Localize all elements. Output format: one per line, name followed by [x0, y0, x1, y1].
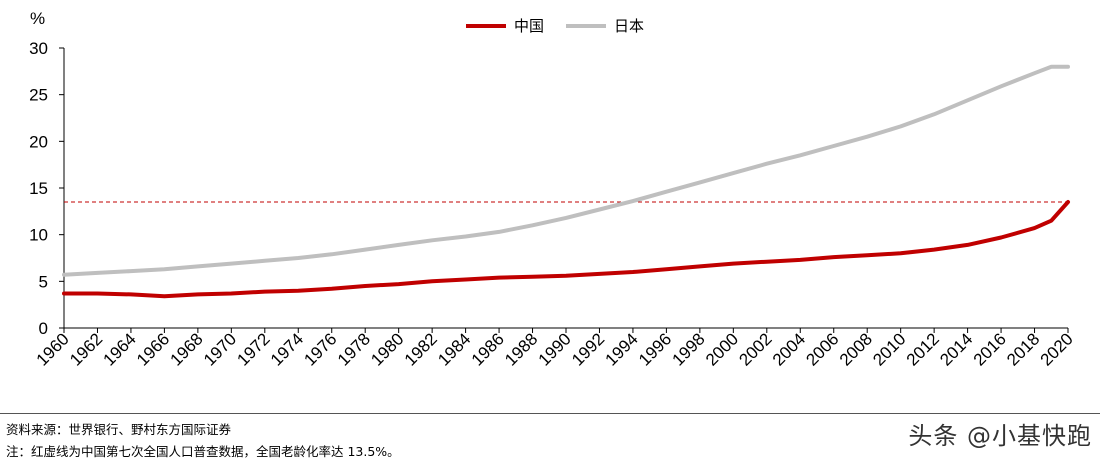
x-tick-label: 2004	[769, 329, 809, 369]
x-tick-label: 2018	[1003, 329, 1043, 369]
y-tick-label: 15	[29, 179, 48, 198]
axes	[63, 48, 1068, 329]
x-tick-label: 2000	[702, 329, 742, 369]
y-tick-label: 30	[29, 39, 48, 58]
x-tick-label: 1998	[669, 329, 709, 369]
x-tick-label: 1986	[468, 329, 508, 369]
y-tick-label: 5	[39, 272, 48, 291]
x-tick-label: 1978	[334, 329, 374, 369]
x-tick-label: 1974	[267, 329, 307, 369]
legend: 中国 日本	[466, 17, 644, 35]
x-tick-label: 1966	[133, 329, 173, 369]
footnote: 注：红虚线为中国第七次全国人口普查数据，全国老龄化率达 13.5%。	[6, 444, 400, 459]
x-tick-label: 1992	[568, 329, 608, 369]
x-tick-label: 1994	[602, 329, 642, 369]
x-tick-label: 2006	[802, 329, 842, 369]
y-tick-label: 10	[29, 226, 48, 245]
x-tick-label: 1976	[300, 329, 340, 369]
y-tick-label: 25	[29, 86, 48, 105]
x-tick-label: 1964	[100, 329, 140, 369]
x-tick-label: 2016	[970, 329, 1010, 369]
x-tick-label: 2010	[869, 329, 909, 369]
chart: % 中国 日本 0 5 10 15 20 25 30 1960196219641966196…	[29, 9, 1077, 370]
x-tick-label: 2014	[936, 329, 976, 369]
watermark: 头条 @小基快跑	[908, 422, 1092, 450]
x-tick-label: 1968	[167, 329, 207, 369]
series-lines	[62, 64, 1070, 299]
x-tick-label: 1970	[200, 329, 240, 369]
x-tick-label: 2020	[1037, 329, 1077, 369]
x-tick-label: 1972	[233, 329, 273, 369]
y-ticks: 0 5 10 15 20 25 30	[29, 39, 64, 338]
x-tick-label: 2008	[836, 329, 876, 369]
x-tick-label: 1988	[501, 329, 541, 369]
legend-label-japan: 日本	[614, 17, 644, 35]
y-tick-label: 0	[39, 319, 48, 338]
x-tick-label: 2012	[903, 329, 943, 369]
x-tick-label: 1984	[434, 329, 474, 369]
footer-divider	[0, 413, 1100, 414]
x-tick-label: 1982	[401, 329, 441, 369]
x-tick-label: 1980	[367, 329, 407, 369]
legend-label-china: 中国	[514, 17, 544, 35]
series-line-china	[62, 200, 1070, 299]
series-line-japan	[62, 64, 1070, 277]
source-note: 资料来源：世界银行、野村东方国际证券	[6, 422, 232, 437]
y-axis-label: %	[30, 9, 45, 28]
x-tick-label: 1996	[635, 329, 675, 369]
x-tick-label: 1962	[66, 329, 106, 369]
x-ticks: 1960196219641966196819701972197419761978…	[33, 328, 1077, 370]
y-tick-label: 20	[29, 132, 48, 151]
x-tick-label: 2002	[735, 329, 775, 369]
x-tick-label: 1990	[535, 329, 575, 369]
